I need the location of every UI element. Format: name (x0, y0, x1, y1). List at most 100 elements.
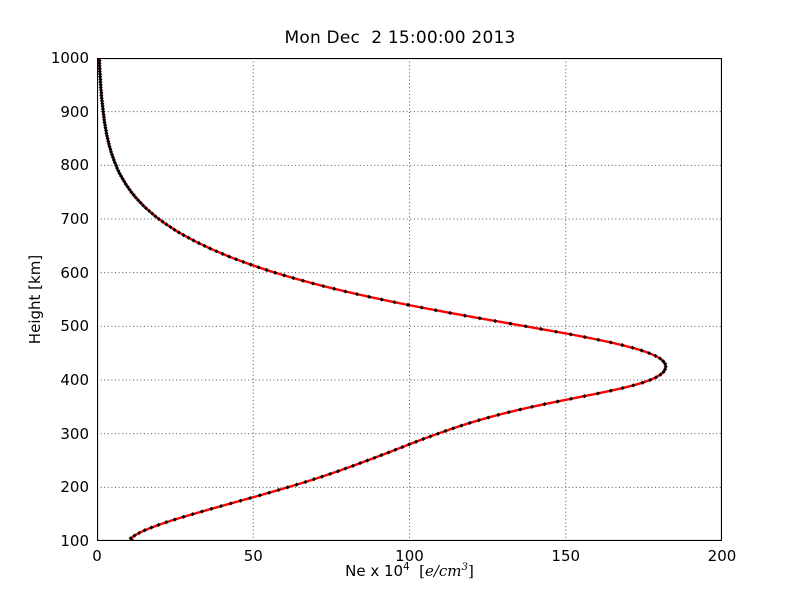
data-point-marker (608, 340, 613, 345)
data-point-marker (220, 251, 225, 256)
y-tick-label: 100 (60, 532, 89, 550)
data-point-marker (508, 321, 513, 326)
data-point-marker (300, 278, 306, 283)
data-point-marker (102, 120, 107, 125)
data-point-marker (631, 383, 636, 388)
data-point-marker (214, 249, 219, 254)
x-unit-slash: / (433, 562, 439, 580)
data-point-marker (156, 522, 161, 527)
data-point-marker (640, 380, 645, 385)
data-point-marker (639, 348, 644, 353)
data-point-marker (160, 219, 165, 224)
data-point-marker (365, 458, 370, 463)
data-point-marker (518, 407, 523, 412)
data-point-marker (100, 106, 106, 112)
data-point-marker (538, 326, 544, 332)
data-point-marker (620, 385, 625, 391)
data-point-marker (141, 203, 146, 208)
data-point-marker (582, 394, 587, 399)
data-point-marker (435, 431, 441, 436)
data-point-marker (233, 257, 239, 262)
data-point-marker (303, 479, 308, 485)
data-point-marker (661, 359, 666, 364)
data-point-marker (130, 538, 136, 541)
data-point-marker (133, 195, 138, 200)
data-point-marker (413, 439, 419, 444)
data-point-marker (98, 80, 103, 85)
data-point-marker (459, 423, 464, 428)
data-point-marker (164, 520, 169, 525)
data-point-marker (132, 533, 137, 538)
y-tick-label: 300 (60, 424, 89, 443)
data-point-marker (101, 109, 106, 114)
data-point-marker (218, 504, 224, 509)
x-tick-label: 50 (243, 547, 263, 565)
x-unit-cm-exponent: 3 (461, 562, 469, 573)
data-point-marker (663, 364, 668, 369)
data-point-marker (196, 241, 201, 246)
y-tick-label: 200 (60, 478, 89, 497)
data-point-marker (98, 77, 103, 82)
data-point-marker (191, 238, 196, 243)
y-tick-label: 700 (60, 210, 89, 228)
data-point-marker (97, 66, 102, 71)
data-point-marker (150, 211, 155, 216)
data-point-marker (172, 517, 177, 522)
data-point-marker (433, 308, 438, 313)
data-point-marker (131, 192, 136, 197)
data-point-marker (595, 391, 601, 396)
data-point-marker (105, 136, 110, 141)
data-point-marker (648, 377, 653, 383)
data-point-marker (291, 275, 296, 281)
ne-profile-markers (97, 58, 668, 541)
x-tick-label: 0 (92, 547, 102, 565)
data-point-marker (379, 297, 384, 302)
data-point-marker (101, 112, 106, 117)
data-point-marker (102, 117, 107, 122)
y-tick-label: 400 (60, 371, 89, 389)
data-point-marker (149, 525, 154, 530)
data-point-marker (256, 265, 261, 270)
plot-title: Mon Dec 2 15:00:00 2013 (284, 28, 516, 48)
data-point-marker (238, 498, 243, 503)
data-point-marker (99, 98, 105, 104)
data-point-marker (332, 286, 337, 291)
data-point-marker (172, 227, 177, 232)
data-point-marker (476, 418, 481, 423)
data-point-marker (294, 482, 299, 487)
data-point-marker (661, 369, 666, 375)
data-point-marker (120, 176, 125, 181)
data-point-marker (97, 69, 102, 74)
data-point-marker (428, 434, 433, 439)
data-point-marker (123, 182, 128, 187)
data-point-marker (620, 343, 625, 348)
x-axis-label-prefix: Ne x 10 (345, 562, 404, 580)
data-point-marker (98, 74, 103, 79)
data-point-marker (542, 402, 547, 407)
data-point-marker (208, 246, 213, 251)
data-point-marker (181, 514, 186, 519)
data-point-marker (467, 420, 472, 426)
plot-svg (97, 58, 722, 541)
data-point-marker (486, 415, 491, 420)
data-point-marker (568, 332, 573, 337)
x-axis-label: Ne x 104 [e/cm3] (97, 562, 722, 580)
data-point-marker (582, 334, 587, 340)
x-tick-label: 100 (395, 547, 424, 565)
x-tick-label: 200 (707, 547, 737, 565)
data-point-marker (176, 230, 181, 235)
data-point-marker (343, 466, 348, 471)
data-point-marker (379, 453, 384, 458)
data-point-marker (168, 224, 173, 230)
data-point-marker (462, 313, 467, 318)
data-point-marker (493, 318, 498, 324)
data-point-marker (209, 506, 214, 511)
data-point-marker (451, 426, 456, 431)
data-point-marker (282, 273, 287, 278)
data-point-marker (202, 243, 207, 248)
y-tick-label: 500 (60, 317, 89, 336)
y-axis-ticks: 100 200 300 400 500 600 700 800 900 1000 (0, 49, 97, 550)
data-point-marker (319, 474, 325, 479)
data-point-marker (358, 461, 363, 466)
data-point-marker (553, 329, 559, 334)
